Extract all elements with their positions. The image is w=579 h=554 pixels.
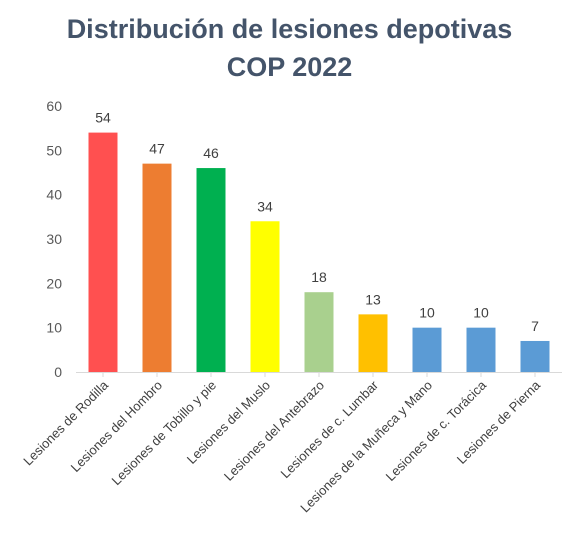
data-label: 54 — [95, 110, 111, 126]
data-label: 18 — [311, 269, 327, 285]
bar — [520, 340, 550, 372]
bar — [412, 327, 442, 372]
data-label: 47 — [149, 141, 165, 157]
y-tick-label: 0 — [54, 364, 62, 380]
chart-subtitle: COP 2022 — [226, 52, 353, 82]
bar — [142, 163, 172, 372]
bar — [196, 168, 226, 372]
bar — [250, 221, 280, 372]
category-label: Lesiones del Antebrazo — [221, 378, 327, 484]
bar — [88, 132, 118, 372]
category-label: Lesiones de Tobillo y pie — [109, 378, 220, 489]
category-label: Lesiones del Hombro — [68, 378, 165, 475]
y-tick-label: 10 — [46, 320, 62, 336]
bars — [88, 132, 550, 372]
y-tick-label: 50 — [46, 142, 62, 158]
chart-title: Distribución de lesiones depotivas — [66, 14, 513, 44]
data-label: 10 — [419, 305, 435, 321]
bar — [358, 314, 388, 372]
data-label: 13 — [365, 291, 381, 307]
y-tick-label: 40 — [46, 187, 62, 203]
category-label: Lesiones de c. Torácica — [383, 377, 490, 484]
data-label: 7 — [531, 318, 539, 334]
y-tick-label: 20 — [46, 275, 62, 291]
y-tick-label: 30 — [46, 231, 62, 247]
y-tick-label: 60 — [46, 98, 62, 114]
data-label: 34 — [257, 198, 273, 214]
category-label: Lesiones de c. Lumbar — [278, 377, 382, 481]
data-label: 46 — [203, 145, 219, 161]
data-label: 10 — [473, 305, 489, 321]
bar — [304, 292, 334, 372]
axes: 0 10 20 30 40 50 60 — [46, 98, 562, 380]
bar — [466, 327, 496, 372]
